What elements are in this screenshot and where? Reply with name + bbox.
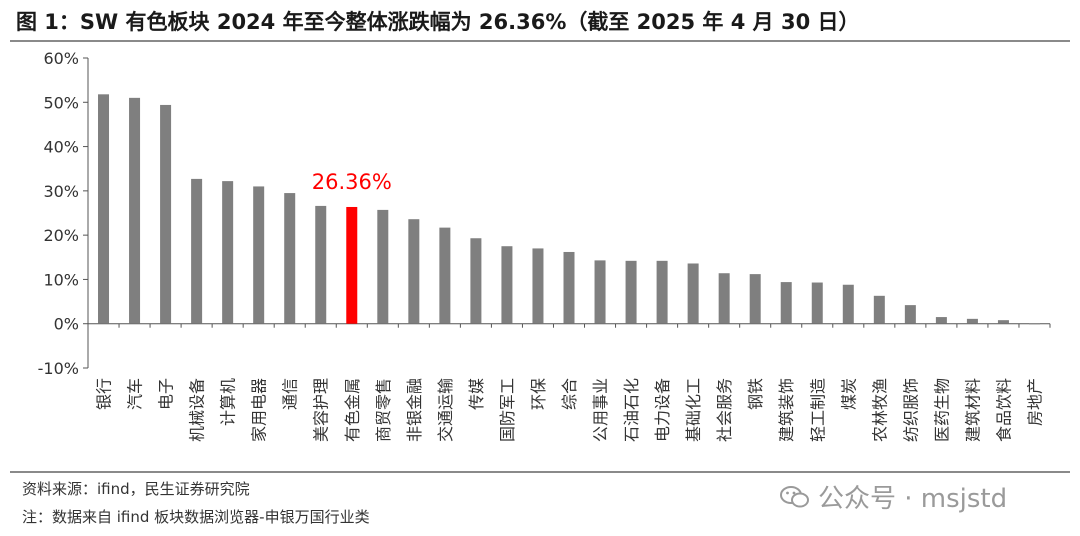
bar-chart: -10% 0% 10% 20% 30% 40% 50% 60% 银行 汽车 电子 机械设备 计算机 家用电…	[38, 49, 1051, 442]
bar	[315, 205, 327, 324]
bar	[222, 181, 234, 324]
x-category-label: 医药生物	[932, 378, 951, 442]
bar	[904, 305, 916, 324]
bar	[470, 238, 482, 324]
x-category-label: 有色金属	[343, 378, 362, 442]
bar	[656, 260, 668, 324]
wechat-icon	[780, 485, 809, 507]
x-category-label: 汽车	[126, 378, 145, 410]
bar	[811, 282, 823, 324]
bar	[284, 193, 296, 324]
footer-rule	[10, 471, 1070, 473]
x-category-label: 交通运输	[436, 378, 455, 442]
x-category-label: 石油石化	[622, 378, 641, 442]
bar	[253, 186, 265, 324]
y-tick-label: 10%	[43, 270, 79, 289]
watermark-text: 公众号 · msjstd	[818, 484, 1008, 514]
watermark: 公众号 · msjstd	[780, 478, 1007, 515]
bar	[408, 219, 420, 324]
x-category-label: 房地产	[1025, 378, 1044, 426]
x-category-label: 环保	[529, 378, 548, 410]
bar	[98, 94, 110, 324]
x-category-label: 食品饮料	[994, 378, 1013, 442]
x-category-label: 传媒	[467, 378, 486, 410]
bar	[873, 295, 885, 324]
x-category-label: 电子	[157, 378, 176, 410]
x-category-label: 商贸零售	[374, 378, 393, 442]
x-category-label: 家用电器	[250, 378, 269, 442]
bar	[594, 260, 606, 324]
title-rule	[10, 40, 1070, 42]
x-category-label: 基础化工	[684, 378, 703, 442]
bar	[501, 246, 513, 324]
x-category-label: 电力设备	[653, 378, 672, 442]
x-category-label: 机械设备	[188, 378, 207, 442]
bar	[129, 97, 141, 324]
bar	[377, 209, 389, 324]
y-tick-label: 50%	[43, 93, 79, 112]
x-category-label: 综合	[560, 378, 579, 410]
x-category-label: 国防军工	[498, 378, 517, 442]
bar	[191, 178, 203, 324]
bar	[842, 284, 854, 324]
bar	[718, 273, 730, 324]
note-text: 注：数据来自 ifind 板块数据浏览器-申银万国行业类	[22, 508, 370, 526]
x-category-label: 建筑装饰	[777, 378, 796, 442]
x-category-label: 纺织服饰	[901, 378, 920, 442]
x-category-label: 计算机	[219, 378, 238, 426]
bar	[532, 248, 544, 324]
x-category-label: 美容护理	[312, 378, 331, 442]
y-tick-label: -10%	[38, 359, 79, 378]
x-category-label: 公用事业	[591, 378, 610, 442]
bar	[625, 260, 637, 324]
highlight-value-label: 26.36%	[312, 170, 392, 194]
bar	[439, 227, 451, 324]
bar	[1028, 323, 1040, 325]
y-tick-label: 20%	[43, 226, 79, 245]
highlight-bar	[346, 206, 358, 324]
x-category-label: 钢铁	[746, 378, 765, 410]
y-tick-label: 30%	[43, 182, 79, 201]
y-tick-label: 0%	[54, 315, 79, 334]
chart-title: 图 1：SW 有色板块 2024 年至今整体涨跌幅为 26.36%（截至 202…	[16, 10, 860, 34]
bar	[749, 274, 761, 324]
bar	[966, 318, 978, 324]
x-category-label: 非银金融	[405, 378, 424, 442]
bar	[780, 282, 792, 324]
x-category-label: 建筑材料	[963, 378, 982, 442]
x-category-label: 轻工制造	[808, 378, 827, 442]
y-tick-label: 60%	[43, 49, 79, 68]
y-tick-label: 40%	[43, 138, 79, 157]
bar	[160, 104, 172, 324]
x-category-label: 社会服务	[715, 378, 734, 442]
source-text: 资料来源：ifind，民生证券研究院	[22, 480, 250, 498]
x-category-label: 农林牧渔	[870, 378, 889, 442]
x-category-label: 通信	[281, 378, 300, 410]
x-category-label: 银行	[95, 378, 114, 410]
bar	[687, 263, 699, 324]
bar	[563, 251, 575, 324]
bar	[935, 317, 947, 324]
bar	[997, 320, 1009, 324]
x-category-label: 煤炭	[839, 378, 858, 410]
